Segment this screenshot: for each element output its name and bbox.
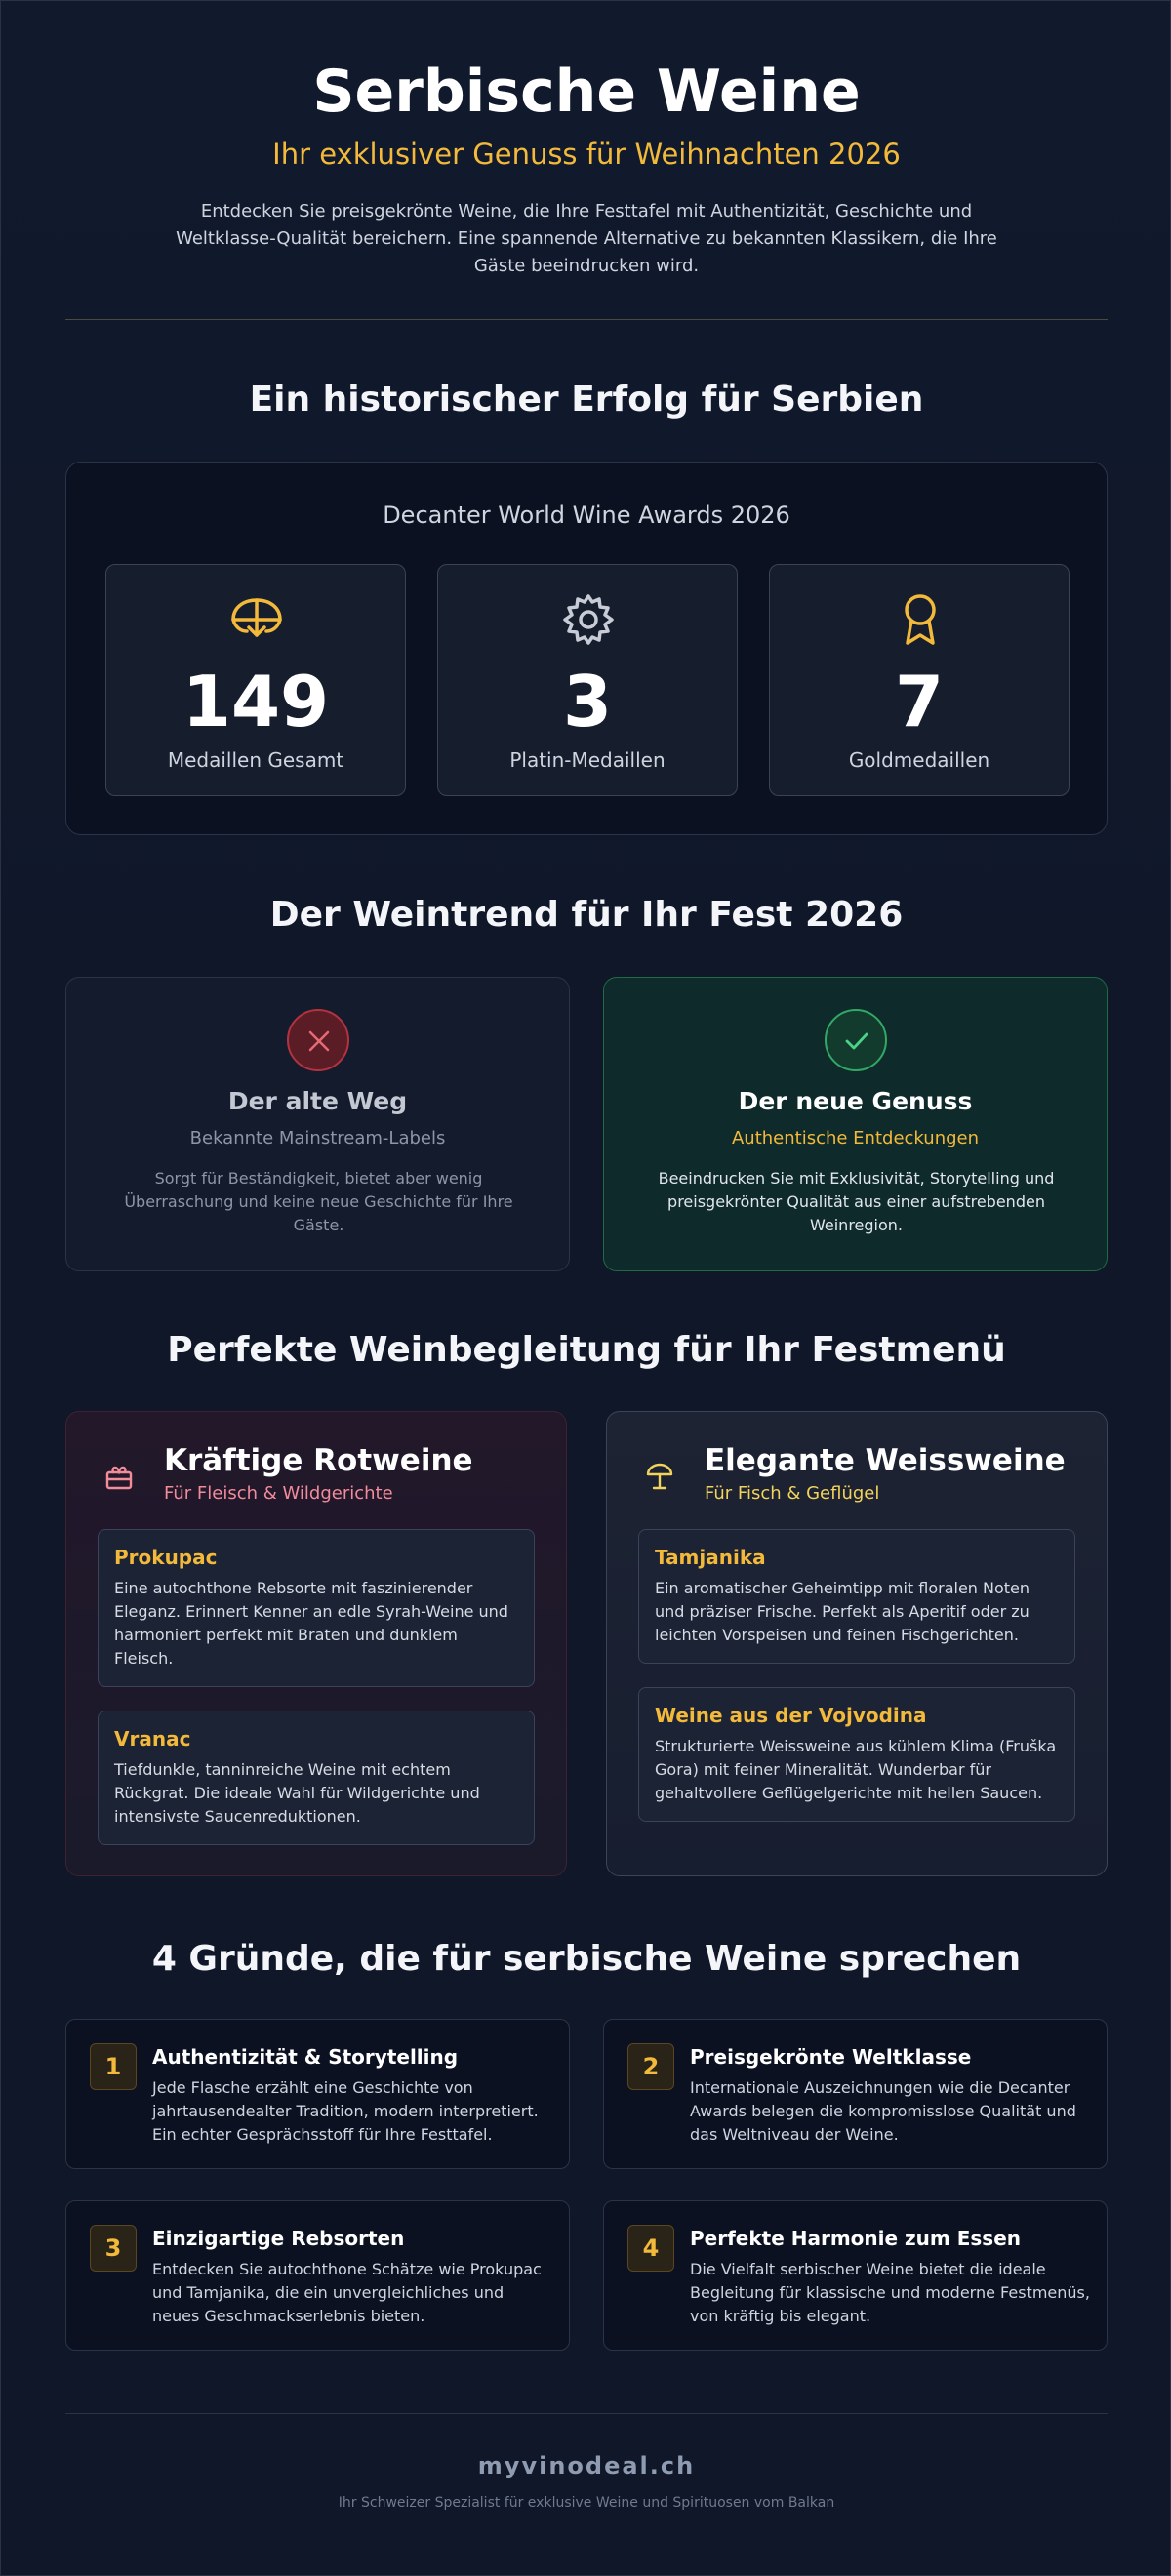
reason-number-badge: 1	[90, 2043, 137, 2090]
x-icon	[308, 1030, 330, 1052]
pairing-heading: Perfekte Weinbegleitung für Ihr Festmenü	[167, 1330, 1006, 1370]
wine-card-tamjanika: Tamjanika Ein aromatischer Geheimtipp mi…	[638, 1529, 1075, 1664]
reason-title: Authentizität & Storytelling	[152, 2045, 459, 2069]
lamp-icon	[646, 1463, 673, 1490]
divider	[65, 319, 1108, 320]
award-ribbon-icon	[905, 594, 936, 645]
white-wine-panel: Elegante Weissweine Für Fisch & Geflügel…	[606, 1411, 1108, 1876]
globe-pin-icon	[231, 598, 282, 637]
red-wine-panel: Kräftige Rotweine Für Fleisch & Wildgeri…	[65, 1411, 567, 1876]
stat-value: 149	[182, 661, 330, 743]
history-heading: Ein historischer Erfolg für Serbien	[249, 380, 924, 420]
page-subtitle: Ihr exklusiver Genuss für Weihnachten 20…	[272, 138, 901, 171]
white-wine-title: Elegante Weissweine	[705, 1443, 1066, 1478]
footer-brand-link[interactable]: myvinodeal.ch	[477, 2452, 696, 2479]
gear-icon	[563, 594, 614, 645]
x-circle	[287, 1009, 349, 1071]
reason-title: Perfekte Harmonie zum Essen	[690, 2227, 1021, 2250]
reason-description: Entdecken Sie autochthone Schätze wie Pr…	[152, 2260, 542, 2325]
red-wine-title: Kräftige Rotweine	[164, 1443, 473, 1478]
footer-divider	[65, 2413, 1108, 2414]
wine-description: Strukturierte Weissweine aus kühlem Klim…	[655, 1737, 1057, 1802]
stat-value: 7	[894, 661, 945, 743]
trend-card-new: Der neue Genuss Authentische Entdeckunge…	[603, 977, 1108, 1271]
red-wine-subtitle: Für Fleisch & Wildgerichte	[164, 1483, 393, 1504]
reasons-heading: 4 Gründe, die für serbische Weine sprech…	[151, 1939, 1022, 1979]
awards-event: Decanter World Wine Awards 2026	[383, 502, 790, 529]
page-title: Serbische Weine	[312, 58, 861, 126]
reason-number-badge: 4	[627, 2225, 674, 2272]
trend-old-subtitle: Bekannte Mainstream-Labels	[189, 1128, 446, 1148]
stat-card-platinum: 3 Platin-Medaillen	[437, 564, 738, 796]
check-icon	[845, 1032, 868, 1050]
trend-new-subtitle: Authentische Entdeckungen	[731, 1128, 980, 1148]
awards-panel: Decanter World Wine Awards 2026 149 Meda…	[65, 462, 1108, 835]
trend-heading: Der Weintrend für Ihr Fest 2026	[269, 895, 904, 935]
reason-card: 1 Authentizität & Storytelling Jede Flas…	[65, 2019, 570, 2169]
wine-description: Ein aromatischer Geheimtipp mit floralen…	[655, 1579, 1030, 1644]
wine-name: Tamjanika	[655, 1546, 766, 1569]
wine-name: Weine aus der Vojvodina	[655, 1704, 927, 1727]
reason-card: 3 Einzigartige Rebsorten Entdecken Sie a…	[65, 2200, 570, 2351]
white-wine-subtitle: Für Fisch & Geflügel	[705, 1483, 880, 1504]
wine-card-vojvodina: Weine aus der Vojvodina Strukturierte We…	[638, 1687, 1075, 1822]
check-circle	[825, 1009, 887, 1071]
stat-card-total: 149 Medaillen Gesamt	[105, 564, 406, 796]
stat-label: Goldmedaillen	[848, 748, 990, 772]
reason-description: Die Vielfalt serbischer Weine bietet die…	[690, 2260, 1090, 2325]
trend-old-description: Sorgt für Beständigkeit, bietet aber wen…	[124, 1169, 513, 1234]
footer-tagline: Ihr Schweizer Spezialist für exklusive W…	[338, 2495, 835, 2511]
stat-value: 3	[562, 661, 613, 743]
reason-number-badge: 3	[90, 2225, 137, 2272]
reason-title: Preisgekrönte Weltklasse	[690, 2045, 972, 2069]
wine-description: Tiefdunkle, tanninreiche Weine mit echte…	[114, 1760, 480, 1826]
intro-text: Entdecken Sie preisgekrönte Weine, die I…	[176, 201, 997, 276]
stat-label: Platin-Medaillen	[509, 748, 666, 772]
stat-label: Medaillen Gesamt	[167, 748, 344, 772]
reason-number-badge: 2	[627, 2043, 674, 2090]
reason-description: Internationale Auszeichnungen wie die De…	[690, 2078, 1076, 2144]
reason-card: 2 Preisgekrönte Weltklasse International…	[603, 2019, 1108, 2169]
trend-old-title: Der alte Weg	[227, 1087, 408, 1115]
trend-card-old: Der alte Weg Bekannte Mainstream-Labels …	[65, 977, 570, 1271]
wine-card-vranac: Vranac Tiefdunkle, tanninreiche Weine mi…	[98, 1711, 535, 1845]
wine-name: Prokupac	[114, 1546, 218, 1569]
reason-card: 4 Perfekte Harmonie zum Essen Die Vielfa…	[603, 2200, 1108, 2351]
wine-card-prokupac: Prokupac Eine autochthone Rebsorte mit f…	[98, 1529, 535, 1687]
wine-name: Vranac	[114, 1727, 191, 1751]
reason-title: Einzigartige Rebsorten	[152, 2227, 405, 2250]
gift-icon	[105, 1466, 133, 1490]
trend-new-description: Beeindrucken Sie mit Exklusivität, Story…	[658, 1169, 1055, 1234]
stat-card-gold: 7 Goldmedaillen	[769, 564, 1070, 796]
reason-description: Jede Flasche erzählt eine Geschichte von…	[152, 2078, 539, 2144]
trend-new-title: Der neue Genuss	[738, 1087, 973, 1115]
wine-description: Eine autochthone Rebsorte mit fasziniere…	[114, 1579, 508, 1668]
